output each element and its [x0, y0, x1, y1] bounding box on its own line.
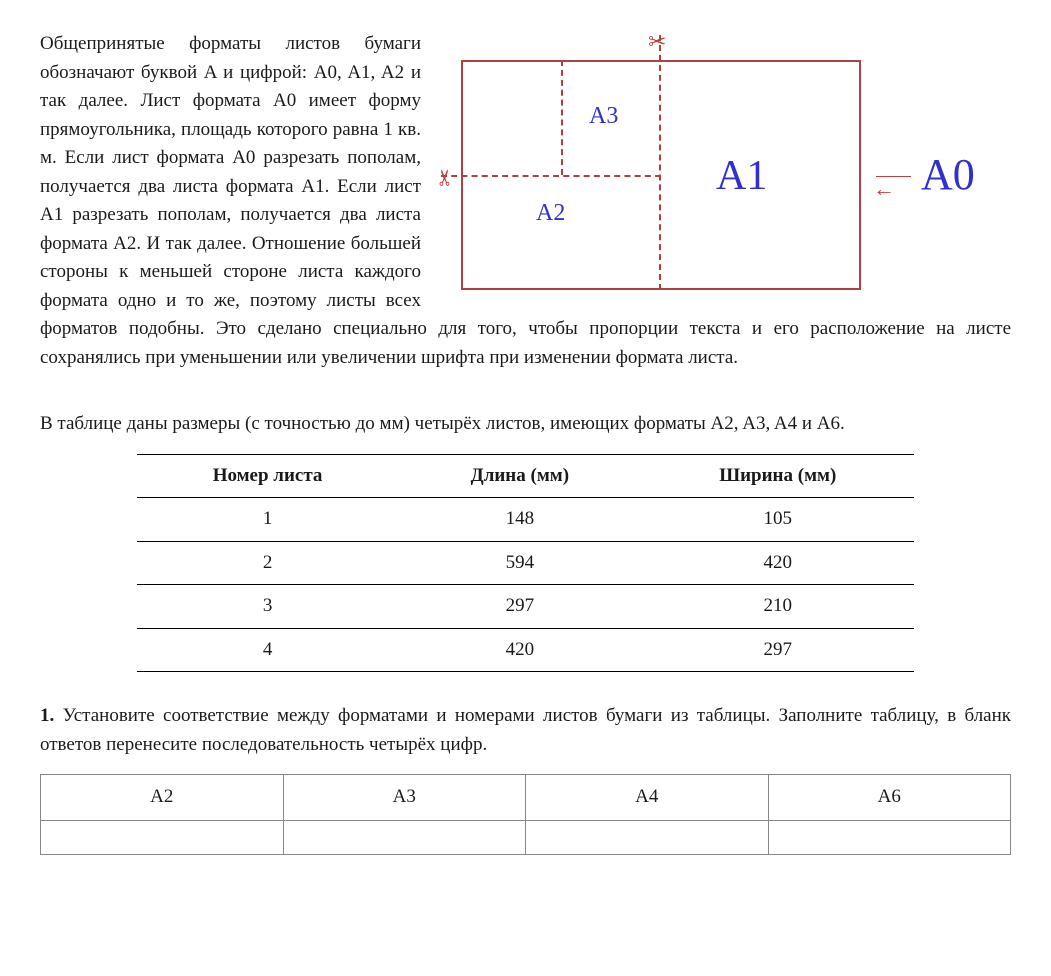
cell: 148 — [398, 498, 642, 542]
cell: 594 — [398, 541, 642, 585]
cell: 4 — [137, 628, 398, 672]
col-header-number: Номер листа — [137, 454, 398, 498]
col-header-width: Ширина (мм) — [642, 454, 914, 498]
answer-cell-a3[interactable] — [283, 820, 526, 854]
answer-cell-a4[interactable] — [526, 820, 769, 854]
arrow-line — [876, 176, 911, 177]
table-header-row: Номер листа Длина (мм) Ширина (мм) — [137, 454, 914, 498]
answer-header-a4: A4 — [526, 775, 769, 821]
label-a3: A3 — [589, 98, 618, 134]
answer-header-row: A2 A3 A4 A6 — [41, 775, 1011, 821]
cell: 297 — [398, 585, 642, 629]
table-row: 1 148 105 — [137, 498, 914, 542]
task-1-text: 1. Установите соответствие между формата… — [40, 702, 1011, 759]
col-header-length: Длина (мм) — [398, 454, 642, 498]
label-a1: A1 — [716, 145, 767, 208]
label-a0: A0 — [921, 142, 975, 208]
table-row: 2 594 420 — [137, 541, 914, 585]
cell: 3 — [137, 585, 398, 629]
scissors-left-icon: ✂ — [429, 168, 462, 186]
cell: 2 — [137, 541, 398, 585]
answer-header-a6: A6 — [768, 775, 1011, 821]
cell: 297 — [642, 628, 914, 672]
vertical-cut-line — [659, 35, 661, 290]
horizontal-cut-line — [441, 175, 661, 177]
table-row: 4 420 297 — [137, 628, 914, 672]
table-intro-text: В таблице даны размеры (с точностью до м… — [40, 410, 1011, 439]
answer-header-a2: A2 — [41, 775, 284, 821]
dimensions-table: Номер листа Длина (мм) Ширина (мм) 1 148… — [137, 454, 914, 673]
cell: 105 — [642, 498, 914, 542]
label-a2: A2 — [536, 195, 565, 231]
answer-cell-a6[interactable] — [768, 820, 1011, 854]
paper-formats-diagram: A3 A2 A1 A0 ← ✂ ✂ — [441, 30, 1011, 300]
cell: 210 — [642, 585, 914, 629]
answer-table: A2 A3 A4 A6 — [40, 774, 1011, 855]
cell: 420 — [642, 541, 914, 585]
table-row: 3 297 210 — [137, 585, 914, 629]
small-vertical-cut-line — [561, 60, 563, 175]
task-number: 1. — [40, 705, 54, 726]
answer-cell-a2[interactable] — [41, 820, 284, 854]
answer-input-row — [41, 820, 1011, 854]
scissors-top-icon: ✂ — [648, 25, 666, 58]
cell: 420 — [398, 628, 642, 672]
task-body: Установите соответствие между форматами … — [40, 705, 1011, 755]
cell: 1 — [137, 498, 398, 542]
answer-header-a3: A3 — [283, 775, 526, 821]
